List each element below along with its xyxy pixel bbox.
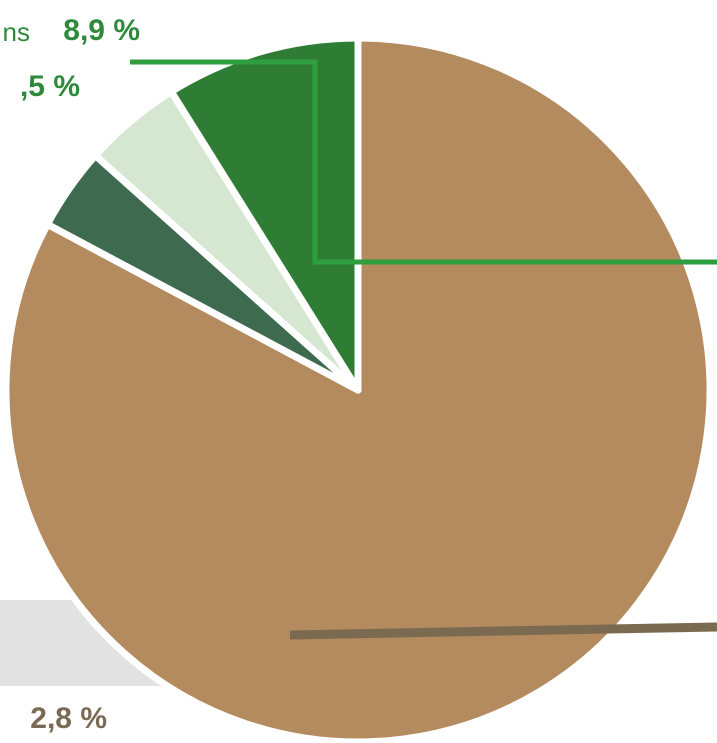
category-label: ns — [3, 17, 30, 47]
value-label: 2,8 % — [30, 702, 107, 735]
pie-slice — [167, 34, 362, 394]
value-label: 8,9 % — [63, 14, 140, 47]
labels: 2,8 % ,5 % 8,9 % — [20, 14, 140, 735]
leader-line — [130, 59, 717, 265]
leader-line — [289, 622, 717, 640]
value-label: ,5 % — [20, 70, 80, 103]
pie — [2, 34, 714, 743]
